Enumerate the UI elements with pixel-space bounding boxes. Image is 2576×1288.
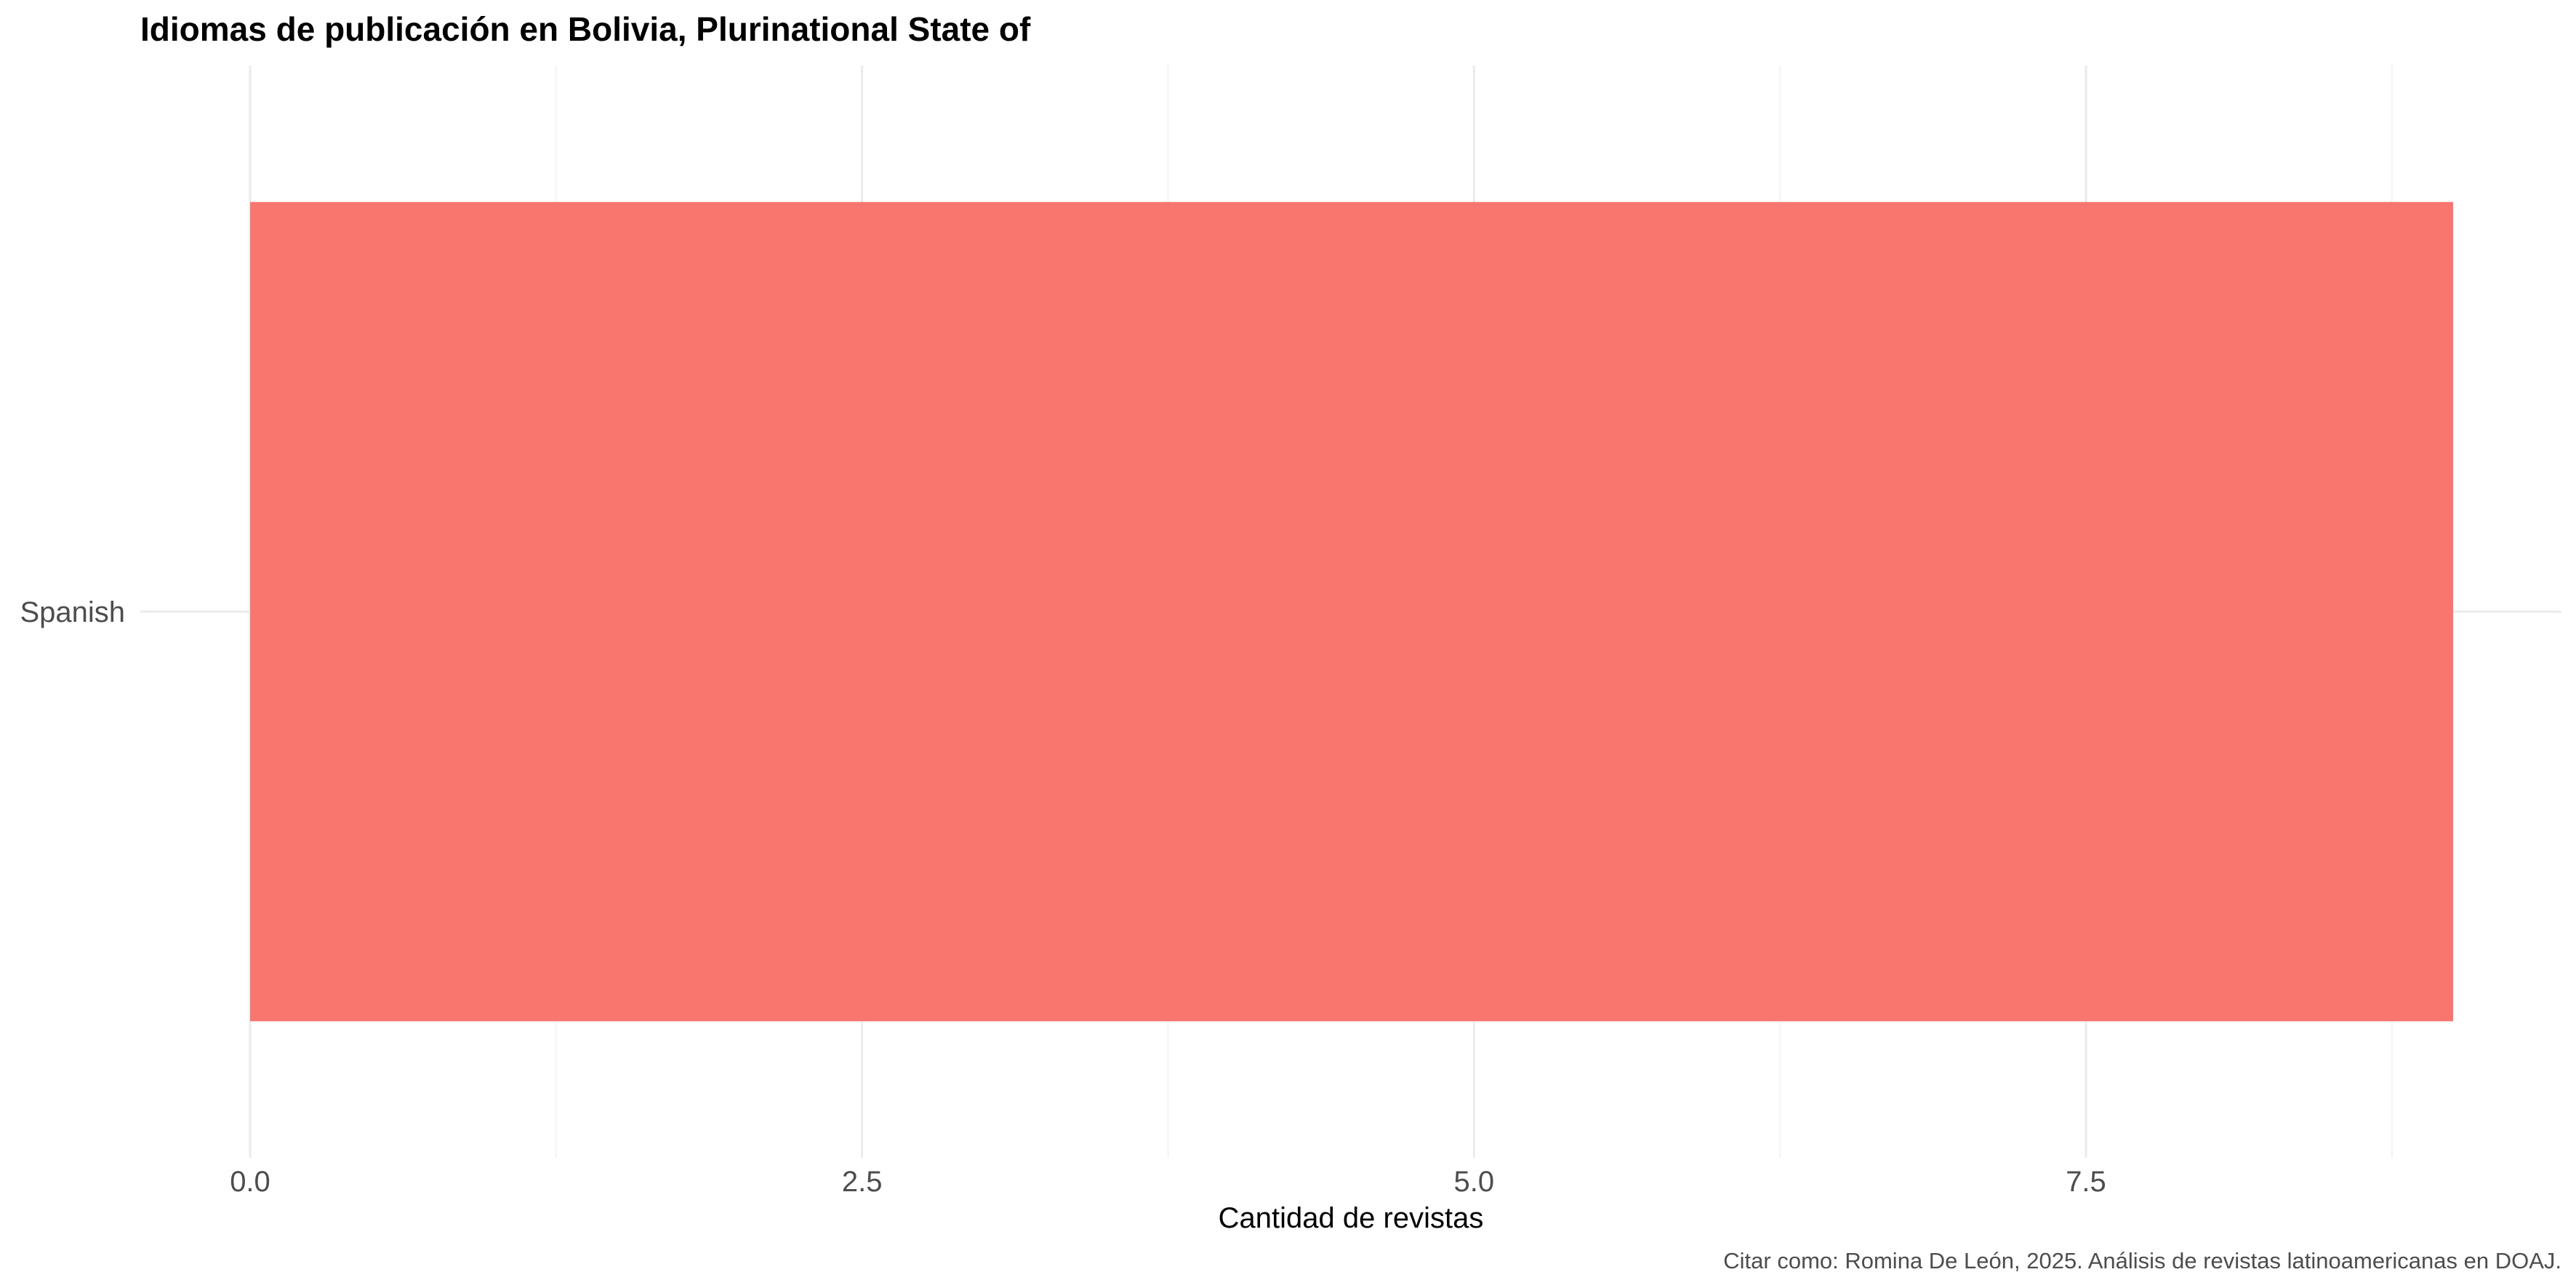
- y-axis-ticks: Spanish: [20, 596, 125, 628]
- x-tick-label: 7.5: [2066, 1166, 2106, 1198]
- x-axis-ticks: 0.0 2.5 5.0 7.5: [230, 1166, 2106, 1198]
- chart-title: Idiomas de publicación en Bolivia, Pluri…: [140, 10, 1031, 48]
- x-axis-title: Cantidad de revistas: [1219, 1202, 1484, 1234]
- bars: [250, 201, 2453, 1022]
- x-tick-label: 5.0: [1454, 1166, 1495, 1198]
- caption: Citar como: Romina De León, 2025. Anális…: [1723, 1248, 2561, 1273]
- x-tick-label: 2.5: [842, 1166, 883, 1198]
- y-tick-label: Spanish: [20, 596, 125, 628]
- bar-spanish: [250, 201, 2453, 1022]
- x-tick-label: 0.0: [230, 1166, 270, 1198]
